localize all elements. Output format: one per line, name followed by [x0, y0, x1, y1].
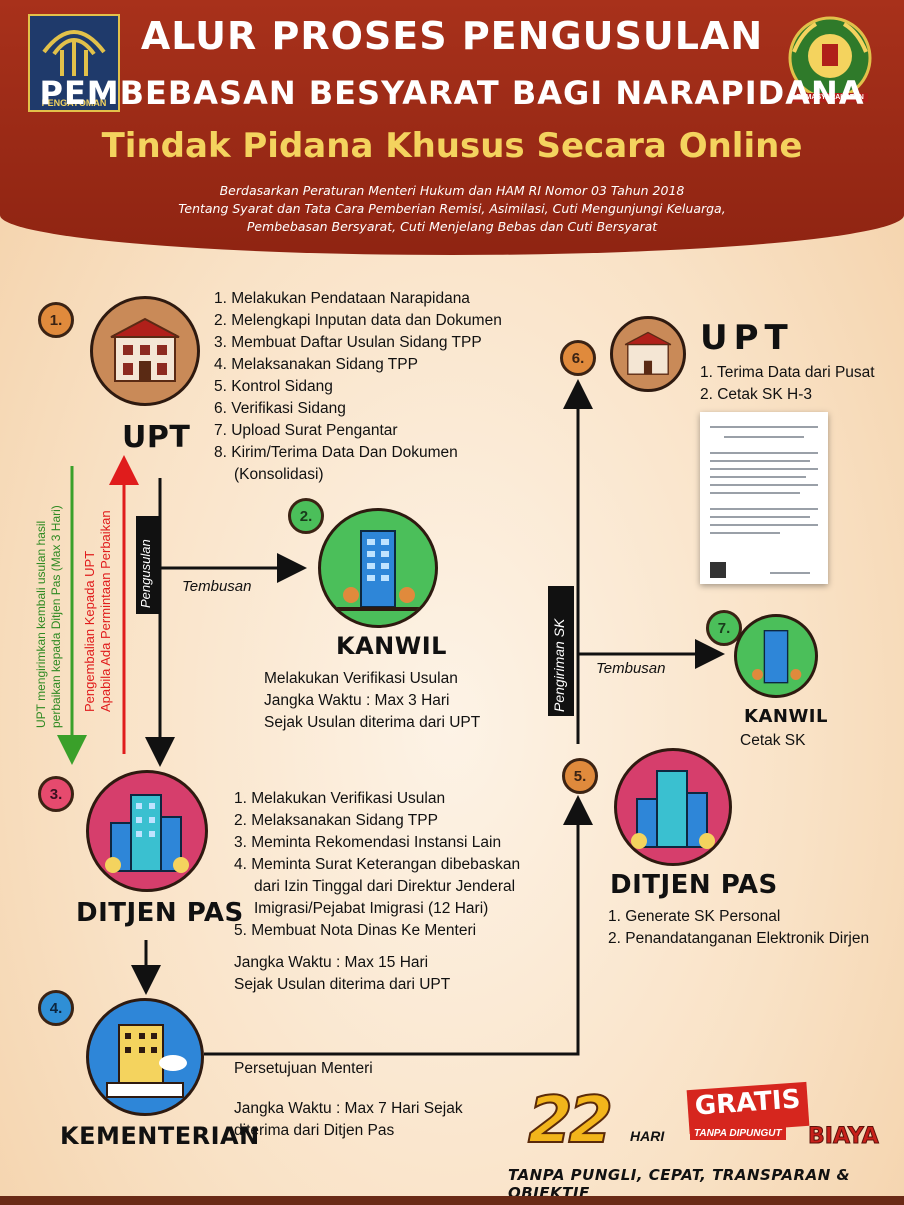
bottom-bar — [0, 1196, 904, 1205]
step3-item: Imigrasi/Pejabat Imigrasi (12 Hari) — [254, 900, 489, 917]
step3-item: 2. Melaksanakan Sidang TPP — [234, 812, 438, 829]
step1-item: (Konsolidasi) — [234, 466, 324, 483]
step7-label: KANWIL — [744, 706, 828, 727]
pemasyarakatan-logo: PEMASYARAKATAN — [782, 12, 878, 108]
upt6-circle — [610, 316, 686, 392]
step4-desc-line: Jangka Waktu : Max 7 Hari Sejak — [234, 1100, 463, 1117]
kanwil7-circle — [734, 614, 818, 698]
step1-item: 5. Kontrol Sidang — [214, 378, 333, 395]
pengusulan-label-box — [136, 516, 160, 614]
green-return-line2: perbaikan kepada Ditjen Pas (Max 3 Hari) — [49, 505, 63, 728]
step6-item: 2. Cetak SK H-3 — [700, 386, 812, 403]
step3-item: 1. Melakukan Verifikasi Usulan — [234, 790, 446, 807]
kementerian-circle — [86, 998, 204, 1116]
step6-number: 6. — [560, 340, 596, 376]
tembusan-label-1: Tembusan — [182, 578, 252, 595]
step6-list: 1. Terima Data dari Pusat 2. Cetak SK H-… — [700, 362, 875, 406]
pengusulan-label: Pengusulan — [138, 539, 153, 608]
pengayoman-logo: PENGAYOMAN — [28, 14, 120, 112]
logo-left-label: PENGAYOMAN — [41, 98, 107, 108]
kanwil-circle — [318, 508, 438, 628]
subtitle-line3: Pembebasan Bersyarat, Cuti Menjelang Beb… — [246, 219, 658, 234]
pengiriman-sk-label-box — [548, 586, 574, 716]
ditjen5-building-icon — [631, 770, 715, 849]
pengiriman-sk-label: Pengiriman SK — [551, 618, 567, 712]
step3-note: Jangka Waktu : Max 15 Hari Sejak Usulan … — [234, 952, 450, 996]
step1-item: 1. Melakukan Pendataan Narapidana — [214, 290, 470, 307]
step4-number: 4. — [38, 990, 74, 1026]
green-return-text: UPT mengirimkan kembali usulan hasil per… — [34, 505, 64, 728]
step1-label: UPT — [122, 420, 191, 455]
red-return-line1: Pengembalian Kepada UPT — [82, 550, 97, 712]
step2-number: 2. — [288, 498, 324, 534]
sk-document-image — [700, 412, 828, 584]
header-title-line3: Tindak Pidana Khusus Secara Online — [101, 126, 803, 166]
step1-item: 8. Kirim/Terima Data Dan Dokumen — [214, 444, 458, 461]
step6-label: UPT — [700, 318, 794, 358]
step1-item: 2. Melengkapi Inputan data dan Dokumen — [214, 312, 502, 329]
step3-item: dari Izin Tinggal dari Direktur Jenderal — [254, 878, 516, 895]
ditjen-circle — [86, 770, 208, 892]
step6-item: 1. Terima Data dari Pusat — [700, 364, 875, 381]
step2-label: KANWIL — [336, 632, 447, 660]
step5-list: 1. Generate SK Personal 2. Penandatangan… — [608, 906, 869, 950]
kanwil7-building-icon — [752, 630, 802, 684]
step3-item: 5. Membuat Nota Dinas Ke Menteri — [234, 922, 477, 939]
ditjen-building-icon — [105, 794, 189, 873]
kementerian-building-icon — [106, 1024, 187, 1098]
step5-number: 5. — [562, 758, 598, 794]
red-return-text: Pengembalian Kepada UPT Apabila Ada Perm… — [82, 510, 114, 712]
badge-22: 22 — [527, 1083, 614, 1159]
green-return-line1: UPT mengirimkan kembali usulan hasil — [34, 520, 48, 728]
header-subtitle: Berdasarkan Peraturan Menteri Hukum dan … — [80, 182, 824, 236]
step1-item: 6. Verifikasi Sidang — [214, 400, 346, 417]
badge-hari: HARI — [630, 1128, 665, 1144]
logo-right-label: PEMASYARAKATAN — [792, 93, 868, 102]
subtitle-line1: Berdasarkan Peraturan Menteri Hukum dan … — [219, 183, 685, 198]
step5-item: 2. Penandatanganan Elektronik Dirjen — [608, 930, 870, 947]
kanwil-building-icon — [337, 530, 421, 611]
tembusan-label-2: Tembusan — [596, 660, 666, 677]
pemasyarakatan-emblem-icon — [788, 16, 872, 100]
header-title-line2: PEMBEBASAN BESYARAT BAGI NARAPIDANA — [39, 74, 865, 112]
step2-desc-line: Jangka Waktu : Max 3 Hari — [264, 692, 450, 709]
step1-list: 1. Melakukan Pendataan Narapidana 2. Mel… — [214, 288, 502, 486]
step7-desc: Cetak SK — [740, 732, 806, 749]
step1-item: 4. Melaksanakan Sidang TPP — [214, 356, 418, 373]
step4-label: KEMENTERIAN — [60, 1122, 260, 1150]
header-banner — [0, 0, 904, 255]
step3-list: 1. Melakukan Verifikasi Usulan 2. Melaks… — [234, 788, 520, 942]
step4-desc-line: Persetujuan Menteri — [234, 1060, 373, 1077]
pengayoman-tree-icon — [42, 30, 106, 76]
upt-building-icon — [110, 317, 180, 382]
step2-desc-line: Sejak Usulan diterima dari UPT — [264, 714, 481, 731]
step1-number: 1. — [38, 302, 74, 338]
step5-label: DITJEN PAS — [610, 870, 778, 900]
step3-number: 3. — [38, 776, 74, 812]
red-return-line2: Apabila Ada Permintaan Perbaikan — [98, 510, 113, 712]
upt-circle — [90, 296, 200, 406]
step1-item: 7. Upload Surat Pengantar — [214, 422, 398, 439]
subtitle-line2: Tentang Syarat dan Tata Cara Pemberian R… — [178, 201, 726, 216]
step7-number: 7. — [706, 610, 742, 646]
ditjen5-circle — [614, 748, 732, 866]
step3-item: 4. Meminta Surat Keterangan dibebaskan — [234, 856, 521, 873]
step3-label: DITJEN PAS — [76, 898, 244, 928]
step3-note-line: Sejak Usulan diterima dari UPT — [234, 976, 451, 993]
step3-item: 3. Meminta Rekomendasi Instansi Lain — [234, 834, 502, 851]
biaya-label: BIAYA — [808, 1124, 880, 1150]
gratis-sub: TANPA DIPUNGUT — [690, 1127, 786, 1140]
step4-desc-line: diterima dari Ditjen Pas — [234, 1122, 395, 1139]
step4-desc: Jangka Waktu : Max 7 Hari Sejak diterima… — [234, 1098, 463, 1142]
header-title-line1: ALUR PROSES PENGUSULAN — [140, 14, 764, 58]
step2-desc-line: Melakukan Verifikasi Usulan — [264, 670, 458, 687]
step3-note-line: Jangka Waktu : Max 15 Hari — [234, 954, 429, 971]
step5-item: 1. Generate SK Personal — [608, 908, 781, 925]
step1-item: 3. Membuat Daftar Usulan Sidang TPP — [214, 334, 482, 351]
upt6-building-icon — [624, 331, 672, 375]
step2-desc: Melakukan Verifikasi Usulan Jangka Waktu… — [264, 668, 480, 734]
